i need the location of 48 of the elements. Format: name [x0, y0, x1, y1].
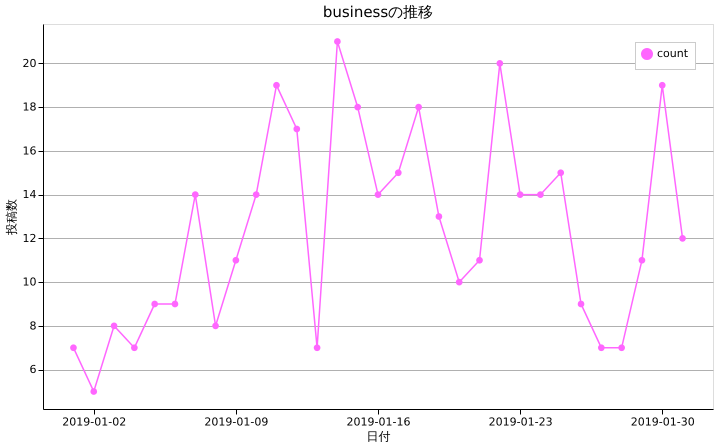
point	[273, 82, 280, 89]
point	[212, 322, 219, 330]
point	[436, 213, 442, 220]
y-tick-label: 8	[30, 319, 36, 332]
point	[110, 322, 118, 330]
point	[232, 256, 240, 264]
y-tick-label: 14	[22, 188, 36, 202]
point	[70, 344, 77, 352]
point	[151, 300, 158, 308]
point	[679, 235, 686, 242]
point	[456, 278, 463, 286]
y-axis-title: 投稿数	[4, 199, 19, 236]
x-axis-title: 日付	[366, 430, 390, 442]
y-tick-label: 10	[22, 276, 36, 289]
point	[618, 344, 625, 352]
point	[394, 169, 402, 176]
point	[293, 126, 300, 132]
y-tick-label: 16	[22, 144, 36, 158]
point	[172, 300, 178, 308]
point	[314, 344, 320, 352]
x-tick-label: 2019-01-16	[346, 416, 410, 428]
y-tick-label: 12	[22, 232, 36, 245]
point	[415, 104, 422, 110]
point	[658, 82, 666, 89]
point	[496, 60, 504, 67]
point	[638, 256, 646, 264]
x-tick-label: 2019-01-02	[62, 416, 126, 428]
point	[598, 344, 605, 352]
y-tick-label: 18	[22, 100, 36, 114]
point	[537, 191, 544, 198]
x-tick-label: 2019-01-23	[488, 416, 553, 428]
point	[374, 191, 382, 198]
x-tick-label: 2019-01-09	[204, 416, 268, 428]
point	[578, 300, 584, 308]
x-tick-label: 2019-01-30	[630, 416, 695, 428]
point	[131, 344, 138, 352]
point	[354, 104, 362, 110]
point	[334, 38, 341, 45]
legend-label: count	[657, 47, 689, 60]
point	[192, 191, 199, 198]
point	[476, 256, 483, 264]
point	[557, 169, 564, 176]
y-tick-label: 6	[30, 363, 36, 376]
point	[90, 388, 98, 395]
point	[252, 191, 260, 198]
chart-title: businessの推移	[322, 3, 434, 21]
point	[516, 191, 524, 198]
y-tick-label: 20	[22, 56, 36, 70]
